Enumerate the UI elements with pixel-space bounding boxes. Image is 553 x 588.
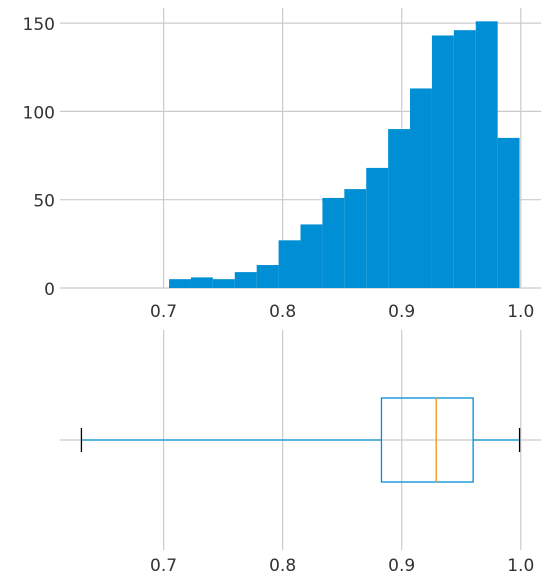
bar xyxy=(278,240,301,288)
bar xyxy=(300,224,323,288)
bar xyxy=(190,277,213,288)
x-tick-label: 0.7 xyxy=(150,302,177,322)
bar xyxy=(431,35,454,289)
bar xyxy=(322,197,345,288)
x-tick-label: 1.0 xyxy=(507,556,534,576)
bar xyxy=(388,129,411,288)
y-tick-label: 100 xyxy=(23,103,55,123)
bar xyxy=(169,279,191,288)
x-tick-label: 1.0 xyxy=(507,302,534,322)
x-tick-label: 0.9 xyxy=(388,302,415,322)
bar xyxy=(497,137,520,288)
x-tick-label: 0.8 xyxy=(269,556,296,576)
box xyxy=(380,397,474,483)
x-tick-label: 0.9 xyxy=(388,556,415,576)
bar xyxy=(410,88,432,288)
bar xyxy=(256,265,279,288)
bar xyxy=(366,167,389,288)
bar xyxy=(212,279,235,288)
x-tick-label: 0.7 xyxy=(150,556,177,576)
y-tick-label: 50 xyxy=(33,192,55,212)
y-tick-label: 150 xyxy=(23,15,55,35)
bar xyxy=(234,272,257,288)
bar xyxy=(475,21,498,288)
x-tick-label: 0.8 xyxy=(269,302,296,322)
y-tick-label: 0 xyxy=(44,280,55,300)
bar xyxy=(453,30,476,288)
bar xyxy=(344,189,367,288)
